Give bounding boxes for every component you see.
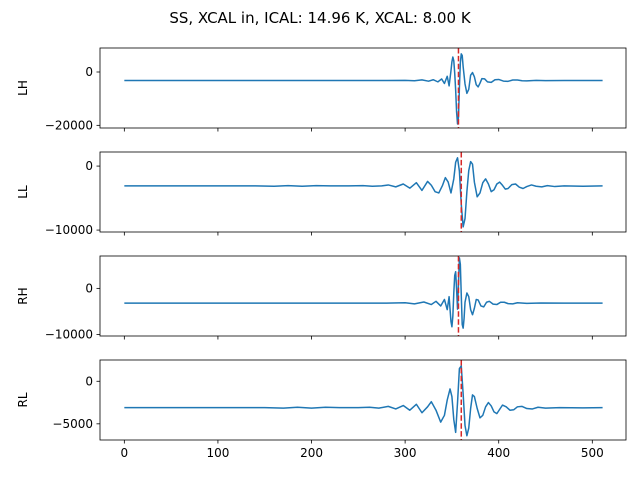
subplot-lh: 0 −20000 LH xyxy=(16,47,627,132)
series-line-rh xyxy=(124,257,603,329)
y-tick-label: −5000 xyxy=(52,417,93,431)
y-tick-label: −10000 xyxy=(45,223,93,237)
y-axis-label: LH xyxy=(16,80,30,96)
y-axis-label: LL xyxy=(16,185,30,199)
subplot-rl: 0 −5000 RL 0 100 200 300 400 500 xyxy=(16,359,627,460)
series-line-ll xyxy=(124,157,603,228)
x-tick-label: 0 xyxy=(121,446,129,460)
x-tick-label: 300 xyxy=(394,446,417,460)
series-line-lh xyxy=(124,53,603,125)
x-tick-label: 100 xyxy=(206,446,229,460)
axes-frame xyxy=(99,359,627,441)
y-axis-label: RL xyxy=(16,392,30,407)
subplot-rh: 0 −10000 RH xyxy=(16,255,627,342)
y-tick-label: 0 xyxy=(85,281,93,295)
series-line-rl xyxy=(124,365,603,437)
axes-frame xyxy=(99,47,627,129)
subplot-ll: 0 −10000 LL xyxy=(16,151,627,237)
y-tick-label: 0 xyxy=(85,159,93,173)
x-tick-label: 200 xyxy=(300,446,323,460)
axes-frame xyxy=(99,255,627,337)
x-tick-label: 400 xyxy=(487,446,510,460)
axes-frame xyxy=(99,151,627,233)
y-axis-label: RH xyxy=(16,287,30,304)
y-tick-label: 0 xyxy=(85,65,93,79)
subplot-stack: 0 −20000 LH 0 −10000 LL 0 −10000 RH 0 −5000 RL 0 100 2… xyxy=(16,47,627,460)
y-tick-label: −10000 xyxy=(45,328,93,342)
figure-title: SS, XCAL in, ICAL: 14.96 K, XCAL: 8.00 K xyxy=(169,9,472,27)
x-tick-label: 500 xyxy=(581,446,604,460)
y-tick-label: −20000 xyxy=(45,118,93,132)
y-tick-label: 0 xyxy=(85,374,93,388)
